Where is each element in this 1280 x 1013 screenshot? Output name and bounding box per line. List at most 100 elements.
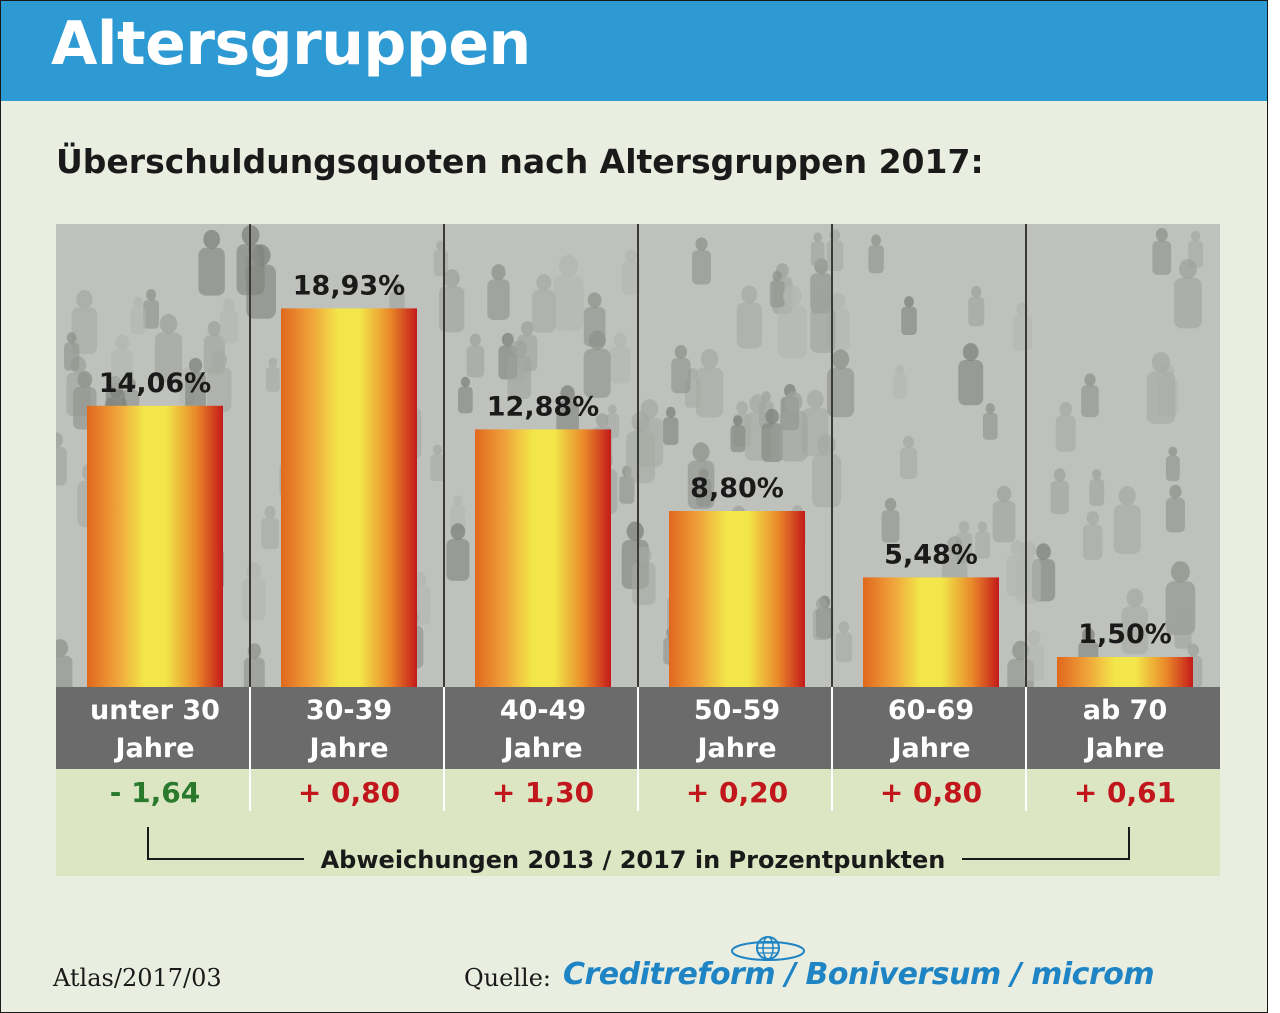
crowd-head — [223, 298, 235, 312]
crowd-head — [203, 229, 221, 249]
crowd-body — [1152, 240, 1172, 275]
crowd-body — [185, 372, 206, 410]
crowd-head — [246, 562, 262, 580]
crowd-head — [501, 332, 514, 347]
crowd-body — [826, 240, 844, 272]
crowd-body — [1015, 558, 1041, 605]
crowd-body — [1146, 371, 1176, 424]
crowd-body — [583, 348, 611, 398]
crowd-head — [761, 391, 771, 402]
crowd-head — [608, 404, 617, 415]
crowd-body — [779, 410, 808, 462]
crowd-head — [146, 289, 157, 301]
crowd-head — [831, 349, 850, 370]
crowd-body — [1050, 480, 1069, 515]
crowd-body — [507, 356, 532, 400]
header-banner: Altersgruppen — [1, 1, 1267, 101]
crowd-head — [772, 270, 782, 282]
crowd-body — [266, 366, 280, 392]
crowd-body — [736, 302, 762, 349]
category-label: Jahre — [113, 733, 194, 764]
bar — [281, 308, 417, 687]
category-label: ab 70 — [1083, 695, 1168, 726]
crowd-head — [450, 523, 466, 541]
crowd-head — [640, 399, 659, 419]
crowd-head — [736, 401, 748, 415]
bracket-left — [147, 827, 304, 860]
source-label: Quelle: — [464, 964, 551, 992]
crowd-head — [460, 376, 471, 388]
crowd-head — [962, 342, 979, 362]
crowd-head — [1168, 446, 1178, 457]
crowd-head — [674, 345, 688, 360]
crowd-head — [115, 334, 130, 351]
crowd-head — [264, 505, 276, 519]
crowd-head — [765, 408, 779, 425]
crowd-head — [56, 432, 63, 448]
crowd-head — [692, 442, 710, 462]
crowd-head — [1177, 605, 1189, 619]
category-label: Jahre — [695, 733, 776, 764]
crowd-head — [1059, 401, 1073, 417]
crowd-body — [982, 412, 998, 440]
crowd-head — [895, 364, 905, 375]
crowd-body — [810, 241, 825, 267]
crowd-body — [1081, 385, 1099, 418]
crowd-body — [1121, 606, 1149, 655]
crowd-head — [814, 290, 831, 309]
crowd-body — [992, 501, 1016, 543]
category-label: 60-69 — [888, 695, 974, 726]
crowd-head — [1092, 469, 1102, 480]
crowd-head — [946, 536, 963, 555]
change-value-label: + 0,80 — [880, 776, 982, 809]
crowd-head — [1155, 227, 1168, 242]
crowd-body — [802, 407, 829, 456]
crowd-head — [1126, 588, 1144, 608]
bar — [669, 511, 805, 687]
crowd-head — [268, 357, 278, 368]
crowd-body — [663, 417, 679, 446]
crowd-body — [901, 306, 917, 335]
crowd-body — [892, 373, 907, 399]
bar — [863, 577, 999, 687]
bar-value-label: 1,50% — [1078, 619, 1172, 650]
crowd-head — [958, 521, 970, 534]
crowd-body — [881, 510, 900, 543]
crowd-head — [733, 415, 743, 426]
crowd-head — [133, 296, 143, 308]
crowd-body — [687, 460, 715, 509]
atlas-reference: Atlas/2017/03 — [53, 964, 222, 992]
crowd-body — [811, 454, 842, 508]
crowd-body — [430, 454, 445, 482]
crowd-head — [871, 234, 881, 246]
crowd-body — [1113, 504, 1141, 554]
crowd-head — [884, 497, 897, 511]
crowd-body — [458, 386, 473, 414]
crowd-head — [695, 237, 708, 252]
source-brand-microm: microm — [1031, 957, 1155, 992]
crowd-head — [625, 249, 637, 263]
crowd-head — [76, 290, 93, 309]
source-brand-creditreform: Creditreform — [563, 957, 776, 992]
crowd-body — [261, 517, 279, 550]
category-label: 50-59 — [694, 695, 780, 726]
crowd-head — [665, 406, 676, 418]
crowd-body — [1055, 415, 1076, 452]
crowd-head — [443, 269, 460, 288]
category-label: 30-39 — [306, 695, 392, 726]
source-separator: / — [775, 957, 806, 992]
crowd-head — [469, 333, 481, 347]
crowd-head — [1187, 643, 1199, 657]
crowd-head — [903, 435, 915, 449]
crowd-body — [1012, 315, 1033, 351]
crowd-body — [56, 446, 67, 486]
crowd-head — [636, 546, 652, 564]
crowd-body — [826, 367, 855, 418]
crowd-body — [130, 307, 146, 335]
bar-value-label: 14,06% — [99, 368, 211, 399]
crowd-head — [1190, 230, 1201, 242]
change-value-label: + 0,80 — [298, 776, 400, 809]
crowd-body — [635, 417, 664, 468]
crowd-head — [996, 485, 1012, 503]
